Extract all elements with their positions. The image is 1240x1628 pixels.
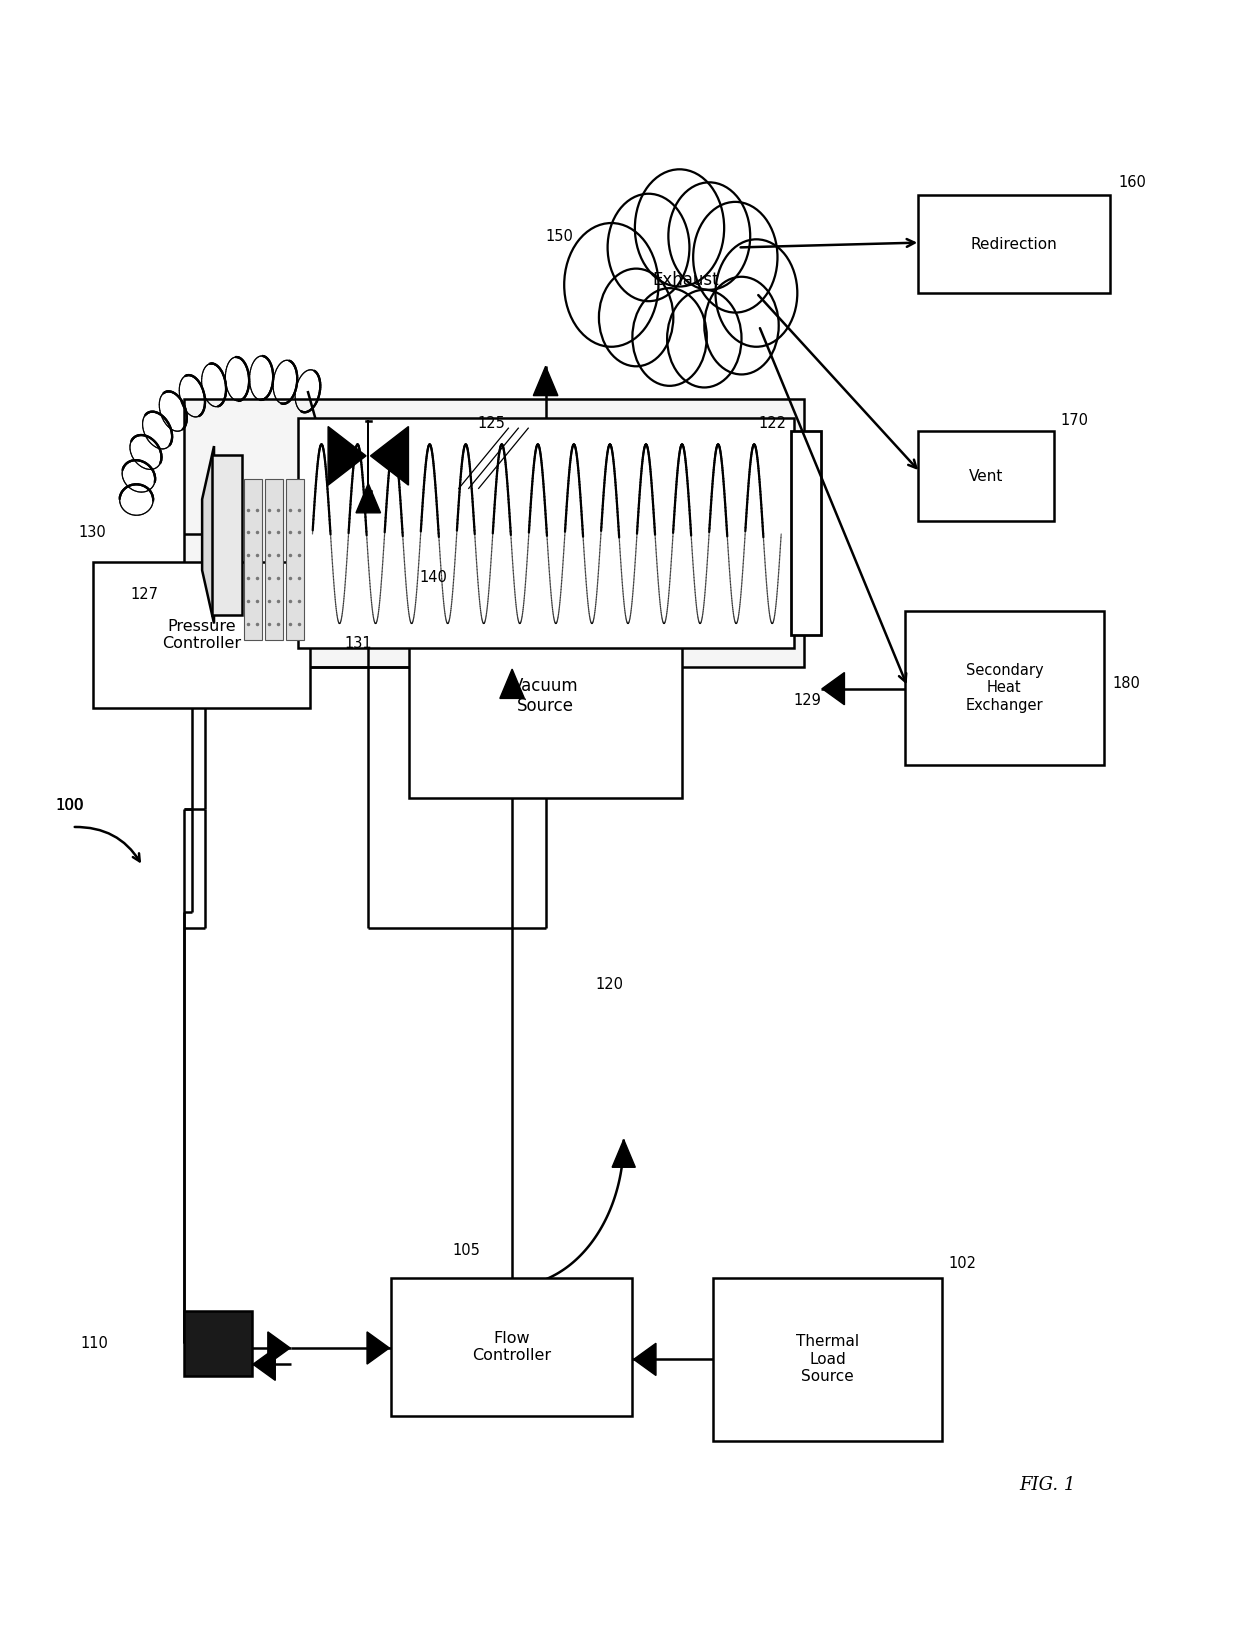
Text: Pressure
Controller: Pressure Controller	[162, 619, 241, 651]
Text: 100: 100	[56, 798, 84, 814]
Text: 100: 100	[56, 798, 84, 814]
Text: 105: 105	[453, 1242, 480, 1258]
Circle shape	[693, 202, 777, 313]
FancyBboxPatch shape	[286, 479, 304, 640]
Text: 110: 110	[81, 1335, 108, 1351]
FancyBboxPatch shape	[918, 431, 1054, 521]
Polygon shape	[822, 672, 844, 705]
Text: 129: 129	[794, 692, 821, 708]
Text: 120: 120	[595, 977, 624, 993]
Text: FIG. 1: FIG. 1	[1019, 1475, 1076, 1495]
Circle shape	[564, 223, 658, 347]
Circle shape	[668, 182, 750, 290]
Text: 127: 127	[130, 586, 159, 602]
Text: 180: 180	[1112, 676, 1140, 692]
FancyBboxPatch shape	[791, 431, 821, 635]
Text: Vent: Vent	[968, 469, 1003, 484]
FancyBboxPatch shape	[409, 594, 682, 798]
Polygon shape	[367, 1332, 389, 1364]
Polygon shape	[634, 1343, 656, 1376]
FancyBboxPatch shape	[905, 610, 1104, 765]
FancyBboxPatch shape	[713, 1278, 942, 1441]
Text: 150: 150	[546, 228, 573, 244]
Text: 130: 130	[78, 524, 105, 540]
Polygon shape	[356, 484, 381, 513]
Circle shape	[704, 277, 779, 374]
FancyBboxPatch shape	[184, 399, 804, 667]
Polygon shape	[500, 669, 525, 698]
Circle shape	[715, 239, 797, 347]
Text: Exhaust: Exhaust	[652, 270, 719, 290]
Polygon shape	[253, 1348, 275, 1381]
Polygon shape	[202, 446, 215, 624]
Text: Flow
Controller: Flow Controller	[472, 1332, 551, 1363]
Text: 125: 125	[477, 415, 505, 431]
Text: Thermal
Load
Source: Thermal Load Source	[796, 1335, 859, 1384]
Polygon shape	[268, 1332, 290, 1364]
Text: 131: 131	[345, 635, 372, 651]
FancyBboxPatch shape	[184, 1311, 252, 1376]
Text: 160: 160	[1118, 174, 1146, 190]
FancyBboxPatch shape	[391, 1278, 632, 1416]
FancyBboxPatch shape	[93, 562, 310, 708]
Text: Secondary
Heat
Exchanger: Secondary Heat Exchanger	[966, 663, 1043, 713]
Circle shape	[608, 194, 689, 301]
Polygon shape	[329, 427, 366, 485]
Text: Redirection: Redirection	[971, 236, 1056, 252]
Circle shape	[632, 288, 707, 386]
Polygon shape	[533, 366, 558, 396]
Text: 170: 170	[1060, 412, 1089, 428]
Text: 102: 102	[949, 1255, 977, 1271]
Polygon shape	[613, 1140, 635, 1167]
Text: 122: 122	[759, 415, 787, 431]
FancyBboxPatch shape	[265, 479, 283, 640]
Text: Vacuum
Source: Vacuum Source	[512, 677, 579, 715]
Circle shape	[635, 169, 724, 287]
FancyBboxPatch shape	[244, 479, 262, 640]
Circle shape	[599, 269, 673, 366]
Polygon shape	[371, 427, 408, 485]
Circle shape	[667, 290, 742, 387]
FancyBboxPatch shape	[918, 195, 1110, 293]
Text: 140: 140	[419, 570, 446, 586]
FancyBboxPatch shape	[212, 454, 242, 615]
FancyBboxPatch shape	[298, 418, 794, 648]
